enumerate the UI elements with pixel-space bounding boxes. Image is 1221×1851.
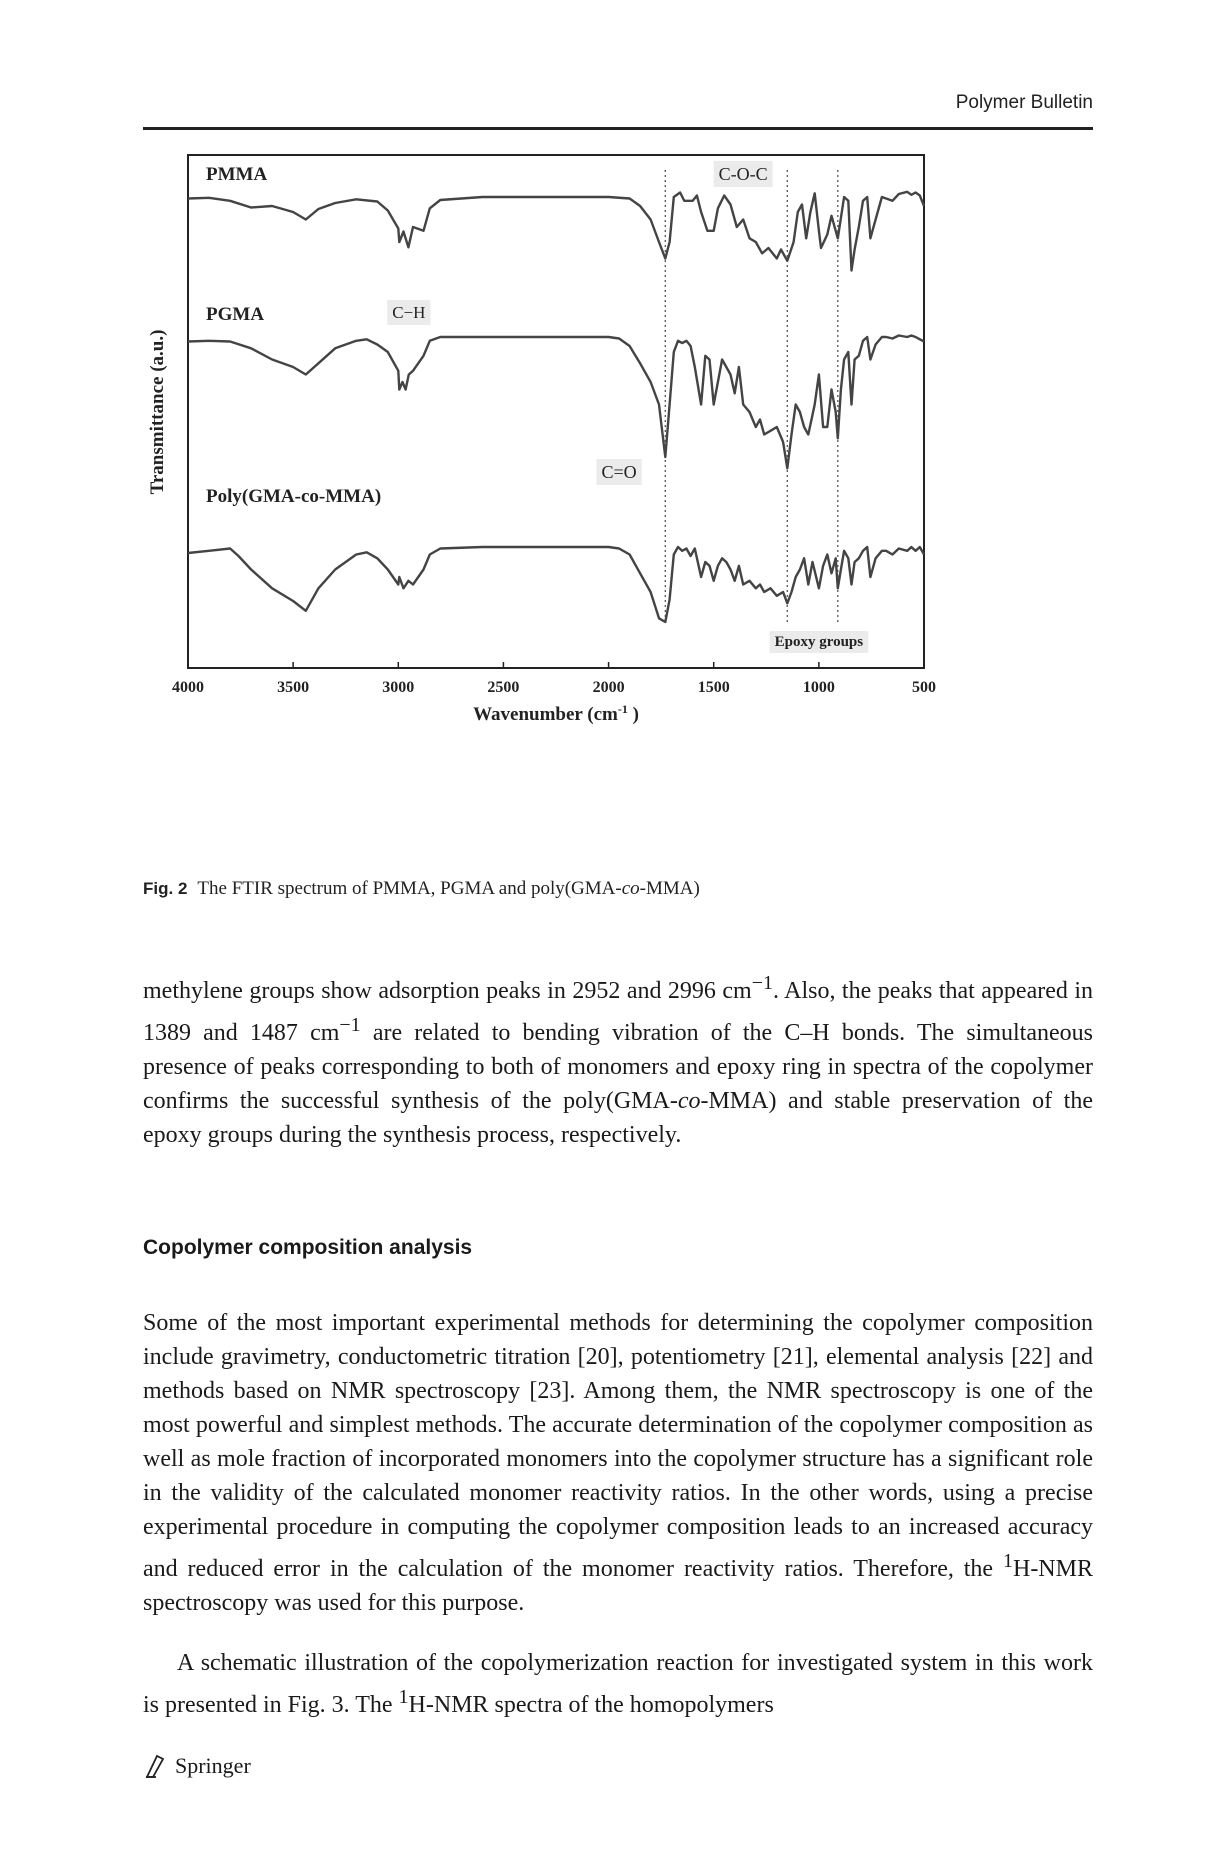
spectrum-line-1 [187,334,925,470]
x-tick-label: 3000 [382,679,414,696]
annotations: C-O-C C−H C=O Epoxy groups [387,161,869,653]
figure-label: Fig. 2 [143,879,188,898]
annotation-epoxy: Epoxy groups [769,631,869,653]
x-axis-label: Wavenumber (cm-1 ) [473,702,639,725]
journal-name: Polymer Bulletin [955,92,1093,113]
x-tick-label: 1000 [803,679,835,696]
plot-frame [187,154,925,669]
y-axis-label: Transmittance (a.u.) [147,330,168,495]
marker-lines [664,170,839,622]
x-tick-label: 1500 [698,679,730,696]
ftir-chart: PMMA PGMA Poly(GMA-co-MMA) C-O-C C−H C=O Epox… [147,154,936,725]
section-heading: Copolymer composition analysis [143,1236,473,1259]
spectrum-line-0 [187,190,926,272]
series-label: PMMA [206,164,267,185]
springer-logo-icon [145,1754,165,1778]
paragraph-schematic: A schematic illustration of the copolyme… [143,1650,1093,1718]
series-labels: PMMA PGMA Poly(GMA-co-MMA) [206,164,381,507]
annotation-c_o: C=O [596,459,642,485]
x-tick-label: 2500 [487,679,519,696]
x-tick-label: 4000 [172,679,204,696]
figure-caption: Fig. 2 The FTIR spectrum of PMMA, PGMA an… [143,878,700,899]
annotation-text: C=O [602,462,637,482]
spectrum-line-2 [187,545,926,624]
x-axis-ticks: 4000 3500 3000 2500 2000 1500 1000 500 [172,662,936,696]
x-tick-label: 3500 [277,679,309,696]
annotation-c_h: C−H [387,300,431,325]
spectra [187,190,926,624]
series-label: PGMA [206,304,264,325]
footer: Springer [143,1753,251,1779]
paragraph-ftir: methylene groups show adsorption peaks i… [143,972,1093,1148]
paragraph-composition: Some of the most important experimental … [143,1310,1093,1616]
publisher-name: Springer [175,1753,251,1778]
annotation-c_o_c: C-O-C [713,161,773,187]
series-label: Poly(GMA-co-MMA) [206,486,381,507]
annotation-text: C-O-C [719,164,768,184]
x-tick-label: 2000 [593,679,625,696]
x-tick-label: 500 [912,679,936,696]
annotation-text: C−H [392,303,425,322]
header-rule [143,127,1093,130]
annotation-text: Epoxy groups [775,634,864,650]
